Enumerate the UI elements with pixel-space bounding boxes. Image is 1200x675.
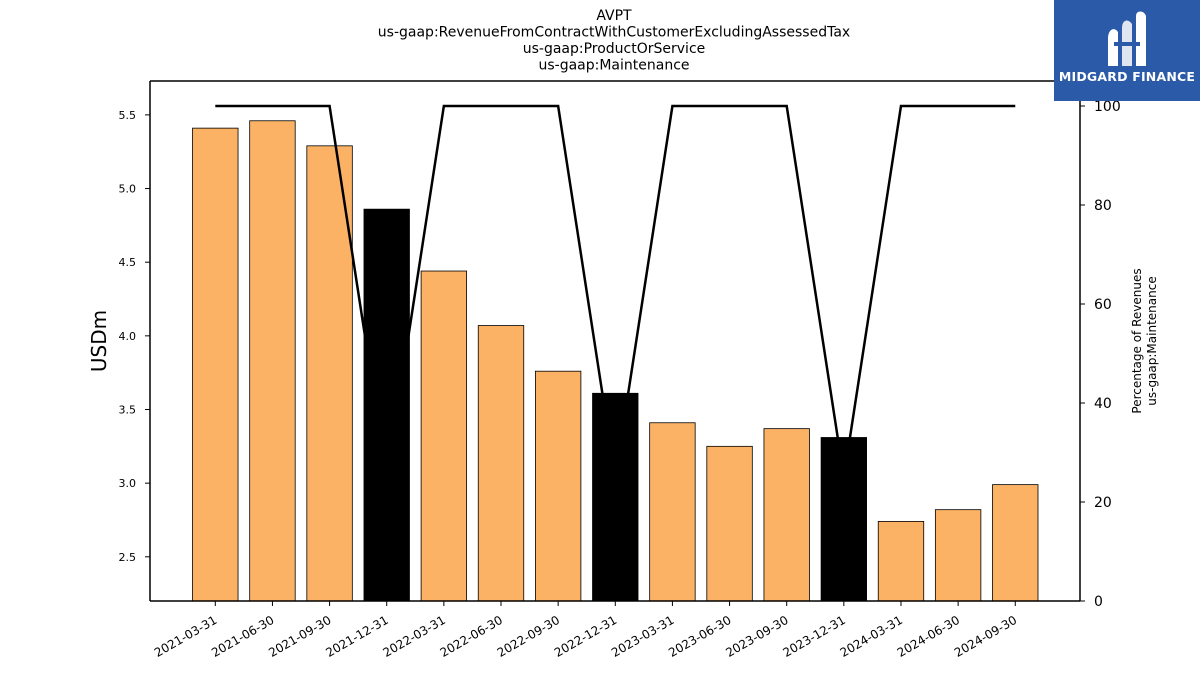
y-tick-label: 4.5 bbox=[119, 256, 137, 269]
bar-2022-06-30 bbox=[477, 325, 525, 602]
x-tick-label: 2021-09-30 bbox=[266, 613, 333, 660]
y-tick-label: 3.5 bbox=[119, 403, 137, 416]
bar-2024-06-30 bbox=[934, 509, 982, 602]
y-tick-label: 5.0 bbox=[119, 183, 137, 196]
x-tick-label: 2021-06-30 bbox=[209, 613, 276, 660]
y-right-tick-label: 60 bbox=[1094, 297, 1112, 313]
y-right-tick-label: 0 bbox=[1094, 594, 1103, 610]
x-axis-ticks: 2021-03-312021-06-302021-09-302021-12-31… bbox=[152, 601, 1019, 660]
bar-2022-03-31 bbox=[420, 270, 468, 602]
x-tick-label: 2024-06-30 bbox=[895, 613, 962, 660]
y-axis-label-right: Percentage of Revenues us-gaap:Maintenanc… bbox=[1130, 268, 1159, 413]
bar-2021-06-30 bbox=[249, 120, 296, 602]
y-right-tick-label: 40 bbox=[1094, 396, 1112, 412]
title-line-2: us-gaap:ProductOrService bbox=[523, 41, 706, 57]
x-tick-label: 2022-06-30 bbox=[438, 613, 505, 660]
y-tick-label: 3.0 bbox=[119, 477, 137, 490]
y-axis-left-ticks: 2.5 3.0 3.5 4.0 4.5 5.0 5.5 bbox=[119, 109, 150, 564]
y-right-tick-label: 100 bbox=[1094, 99, 1121, 115]
y-axis-label-left: USDm bbox=[87, 310, 111, 372]
brand-logo-text: MIDGARD FINANCE bbox=[1058, 69, 1196, 84]
bar-2023-06-30 bbox=[706, 445, 753, 602]
bar-2021-03-31 bbox=[192, 127, 239, 602]
percentage-line bbox=[215, 104, 1016, 478]
x-tick-label: 2023-12-31 bbox=[780, 613, 847, 660]
y-tick-label: 5.5 bbox=[119, 109, 137, 122]
x-tick-label: 2023-06-30 bbox=[666, 613, 733, 660]
bar-2023-12-31 bbox=[820, 437, 867, 602]
y-right-tick-label: 20 bbox=[1094, 495, 1112, 511]
bar-2024-03-31 bbox=[877, 521, 925, 602]
y-axis-label-right-line: Percentage of Revenues bbox=[1130, 268, 1144, 413]
x-tick-label: 2021-12-31 bbox=[323, 613, 390, 660]
bars bbox=[192, 120, 1039, 602]
x-tick-label: 2022-09-30 bbox=[495, 613, 562, 660]
midgard-logo-icon bbox=[1108, 11, 1146, 66]
y-axis-label-right-line: us-gaap:Maintenance bbox=[1145, 276, 1159, 405]
bar-2022-09-30 bbox=[534, 370, 582, 602]
x-tick-label: 2023-03-31 bbox=[609, 613, 676, 660]
x-tick-label: 2022-12-31 bbox=[552, 613, 619, 660]
x-tick-label: 2021-03-31 bbox=[152, 613, 219, 660]
y-axis-right-ticks: 0 20 40 60 80 100 bbox=[1080, 99, 1121, 610]
y-tick-label: 4.0 bbox=[119, 330, 137, 343]
x-tick-label: 2024-03-31 bbox=[838, 613, 905, 660]
x-tick-label: 2024-09-30 bbox=[952, 613, 1019, 660]
chart-title: AVPTus-gaap:RevenueFromContractWithCusto… bbox=[378, 8, 850, 74]
brand-logo: MIDGARD FINANCE bbox=[1054, 0, 1200, 101]
bar-2023-03-31 bbox=[649, 422, 696, 602]
bar-2023-09-30 bbox=[763, 428, 810, 602]
y-tick-label: 2.5 bbox=[119, 551, 137, 564]
title-line-0: AVPT bbox=[596, 8, 632, 24]
x-tick-label: 2023-09-30 bbox=[723, 613, 790, 660]
bar-2021-12-31 bbox=[363, 208, 410, 602]
title-line-3: us-gaap:Maintenance bbox=[538, 58, 689, 74]
bar-2024-09-30 bbox=[992, 484, 1039, 602]
bar-2022-12-31 bbox=[592, 392, 639, 602]
x-tick-label: 2022-03-31 bbox=[380, 613, 447, 660]
bar-2021-09-30 bbox=[306, 145, 353, 602]
y-right-tick-label: 80 bbox=[1094, 198, 1112, 214]
title-line-1: us-gaap:RevenueFromContractWithCustomerE… bbox=[378, 25, 850, 41]
